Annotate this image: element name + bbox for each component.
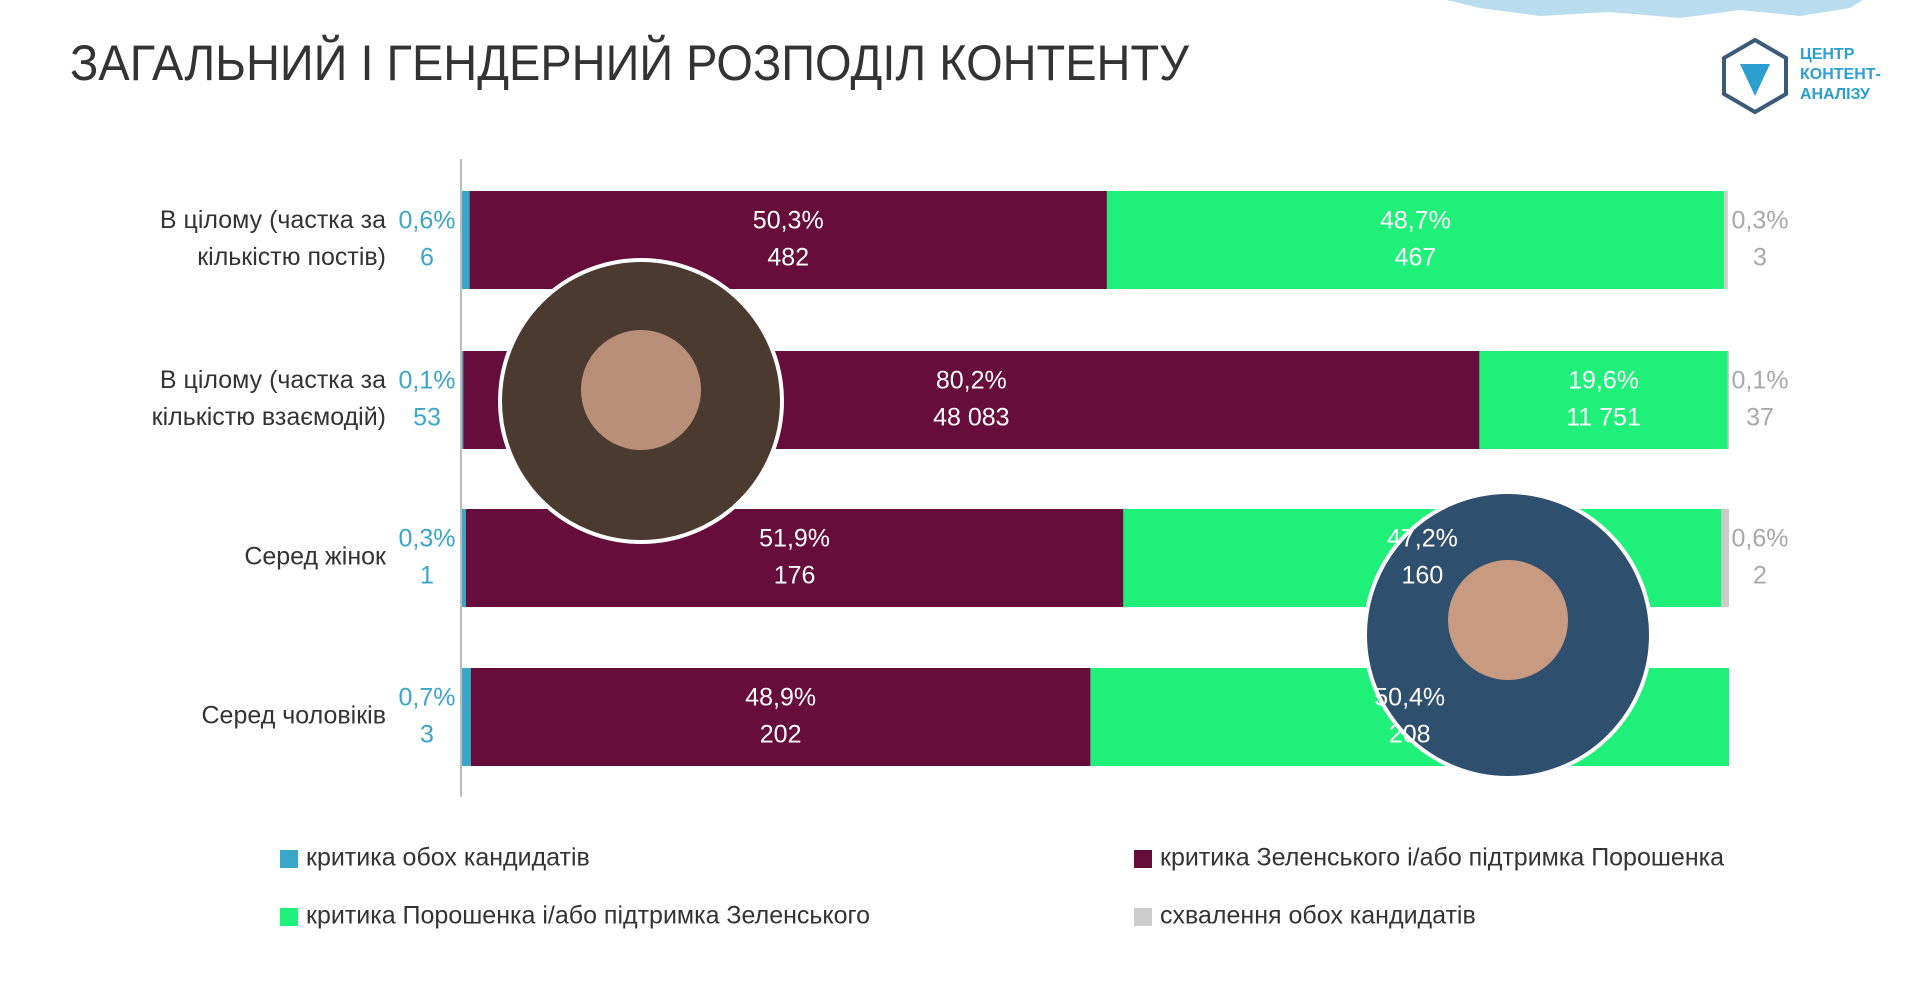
category-label: Серед чоловіків (201, 702, 386, 730)
logo-mark (1740, 64, 1770, 96)
value-label: 50,3% (753, 207, 824, 235)
legend: критика обох кандидатів критика Зеленсько… (280, 844, 1724, 930)
value-label: 80,2% (936, 367, 1007, 395)
count-label: 37 (1746, 404, 1774, 432)
count-label: 2 (1753, 562, 1767, 590)
legend-swatch (1134, 908, 1152, 926)
value-label: 48,7% (1380, 207, 1451, 235)
count-label: 48 083 (933, 404, 1009, 432)
value-label: 48,9% (745, 684, 816, 712)
count-label: 467 (1395, 244, 1437, 272)
bar-segment (462, 351, 464, 449)
count-label: 53 (413, 404, 441, 432)
decor-wave (1447, 0, 1863, 18)
legend-swatch (280, 908, 298, 926)
legend-label: критика обох кандидатів (306, 844, 590, 872)
logo-text: АНАЛІЗУ (1800, 86, 1871, 103)
count-label: 6 (420, 244, 434, 272)
count-label: 208 (1389, 721, 1431, 749)
count-label: 3 (420, 721, 434, 749)
logo-text: ЦЕНТР (1800, 46, 1855, 63)
category-label: В цілому (частка за (160, 206, 386, 234)
count-label: 3 (1753, 244, 1767, 272)
logo: ЦЕНТР КОНТЕНТ- АНАЛІЗУ (1722, 37, 1881, 115)
bar-segment (1721, 509, 1729, 607)
bar-segment (1727, 351, 1729, 449)
value-label: 0,3% (399, 525, 456, 553)
candidate-face (581, 330, 701, 450)
category-label: В цілому (частка за (160, 366, 386, 394)
bar-segment (470, 668, 1091, 766)
value-label: 19,6% (1568, 367, 1639, 395)
labels: В цілому (частка за кількістю постів) 0,6%… (152, 206, 1789, 749)
legend-swatch (1134, 850, 1152, 868)
bar-segment (462, 668, 471, 766)
logo-text: КОНТЕНТ- (1800, 66, 1881, 83)
logo-hexagon (1722, 37, 1788, 115)
bars (462, 191, 1729, 766)
value-label: 47,2% (1387, 525, 1458, 553)
category-label: кількістю взаємодій) (152, 403, 386, 431)
legend-label: критика Порошенка і/або підтримка Зеленс… (306, 902, 870, 930)
count-label: 11 751 (1566, 404, 1641, 432)
value-label: 51,9% (759, 525, 830, 553)
bar-segment (1723, 191, 1728, 289)
value-label: 0,7% (399, 684, 456, 712)
value-label: 0,1% (399, 367, 456, 395)
value-label: 0,3% (1732, 207, 1789, 235)
bar-segment (1479, 351, 1728, 449)
bar-segment (469, 191, 1107, 289)
candidate-face (1448, 560, 1568, 680)
count-label: 176 (774, 562, 816, 590)
value-label: 0,6% (1732, 525, 1789, 553)
photos (498, 258, 1653, 780)
count-label: 202 (760, 721, 802, 749)
bar-segment (1106, 191, 1724, 289)
value-label: 0,6% (399, 207, 456, 235)
legend-label: схвалення обох кандидатів (1160, 902, 1476, 930)
category-label: кількістю постів) (197, 243, 386, 271)
bar-segment (462, 191, 470, 289)
category-label: Серед жінок (244, 543, 387, 571)
legend-swatch (280, 850, 298, 868)
legend-label: критика Зеленського і/або підтримка Поро… (1160, 844, 1724, 872)
count-label: 160 (1402, 562, 1444, 590)
chart-title: ЗАГАЛЬНИЙ І ГЕНДЕРНИЙ РОЗПОДІЛ КОНТЕНТУ (70, 34, 1189, 91)
value-label: 50,4% (1374, 684, 1445, 712)
count-label: 1 (420, 562, 434, 590)
bar-segment (462, 509, 466, 607)
count-label: 482 (767, 244, 809, 272)
value-label: 0,1% (1732, 367, 1789, 395)
